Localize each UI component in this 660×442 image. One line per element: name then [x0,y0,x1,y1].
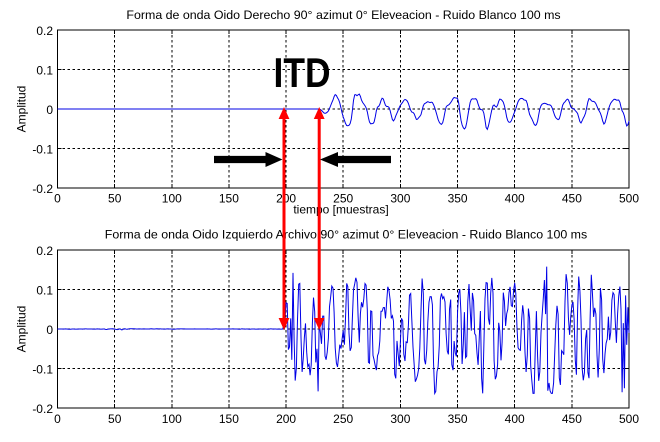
svg-text:Amplitud: Amplitud [15,86,29,133]
svg-text:200: 200 [276,412,296,426]
svg-text:50: 50 [108,192,122,206]
svg-text:350: 350 [448,412,468,426]
svg-text:450: 450 [562,192,582,206]
svg-text:150: 150 [219,412,239,426]
svg-text:450: 450 [562,412,582,426]
svg-text:-0.2: -0.2 [32,182,53,196]
svg-text:100: 100 [162,412,182,426]
svg-text:0.2: 0.2 [36,244,53,258]
svg-text:50: 50 [108,412,122,426]
svg-text:0: 0 [46,323,53,337]
svg-text:500: 500 [619,412,639,426]
svg-text:tiempo [muestras]: tiempo [muestras] [293,203,388,217]
svg-text:300: 300 [390,412,410,426]
svg-text:250: 250 [333,412,353,426]
svg-text:0.2: 0.2 [36,24,53,38]
svg-text:0: 0 [46,103,53,117]
svg-text:350: 350 [448,192,468,206]
svg-text:300: 300 [390,192,410,206]
svg-text:-0.2: -0.2 [32,402,53,416]
svg-text:Forma de onda Oido Izquierdo A: Forma de onda Oido Izquierdo Archivo 90°… [105,228,587,242]
svg-text:500: 500 [619,192,639,206]
svg-text:-0.1: -0.1 [32,362,53,376]
svg-text:0: 0 [54,412,61,426]
svg-text:400: 400 [505,412,525,426]
svg-text:400: 400 [505,192,525,206]
svg-text:200: 200 [276,192,296,206]
svg-text:0.1: 0.1 [36,283,53,297]
svg-text:0.1: 0.1 [36,63,53,77]
svg-text:Amplitud: Amplitud [15,306,29,353]
svg-text:Forma de onda Oido Derecho 90°: Forma de onda Oido Derecho 90° azimut 0°… [126,8,560,22]
svg-text:ITD: ITD [274,49,331,96]
svg-text:0: 0 [54,192,61,206]
svg-text:250: 250 [333,192,353,206]
svg-text:100: 100 [162,192,182,206]
svg-text:-0.1: -0.1 [32,142,53,156]
svg-text:150: 150 [219,192,239,206]
